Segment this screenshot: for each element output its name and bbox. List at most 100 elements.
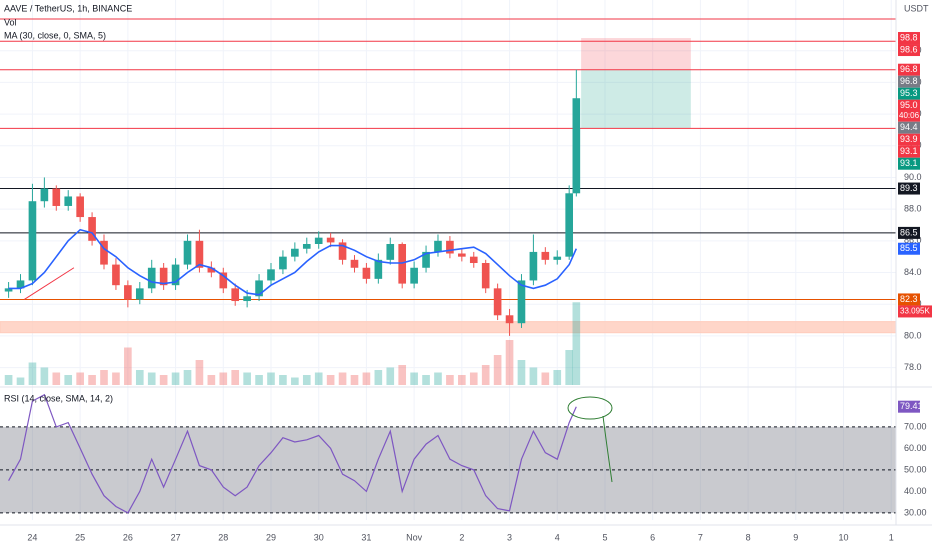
x-tick-label: 1	[889, 532, 894, 542]
volume-bar	[195, 360, 204, 385]
volume-bar	[374, 370, 383, 385]
candle-body	[314, 237, 323, 244]
price-label-box	[898, 242, 920, 255]
candle-body	[517, 280, 526, 324]
volume-bar	[565, 350, 574, 385]
x-tick-label: 7	[698, 532, 703, 542]
volume-bar	[40, 367, 49, 385]
candle-body	[374, 259, 383, 279]
candle-body	[410, 267, 418, 284]
candle-body	[40, 188, 49, 202]
candle-body	[434, 240, 442, 252]
x-tick-label: 30	[314, 532, 324, 542]
candle-body	[326, 237, 335, 243]
price-label: 86.5	[900, 227, 918, 237]
volume-bar	[469, 372, 478, 385]
candle-body	[529, 251, 538, 281]
y-tick-label: 88.0	[904, 204, 922, 214]
countdown: 40:06	[899, 111, 920, 120]
rsi-label-box	[898, 400, 920, 413]
candle-body	[88, 217, 96, 241]
y-tick-label: 86.0	[904, 235, 922, 245]
support-zone	[0, 321, 897, 334]
price-label-box	[898, 157, 920, 170]
y-tick-label: 78.0	[904, 362, 922, 372]
volume-bar	[88, 375, 96, 385]
volume-bar	[112, 372, 120, 385]
rsi-line	[8, 393, 577, 514]
candle-body	[458, 253, 466, 257]
rsi-current-label: 79.41	[900, 401, 923, 411]
volume-bar	[505, 340, 514, 385]
candle-body	[386, 243, 395, 260]
volume-bar	[529, 367, 538, 385]
volume-bar	[422, 375, 430, 385]
price-label: 85.5	[900, 243, 918, 253]
candle-body	[338, 242, 347, 260]
plot-layer	[0, 0, 920, 520]
volume-bar	[493, 355, 502, 385]
volume-bar	[350, 375, 359, 385]
candle-body	[350, 259, 359, 268]
trendline	[24, 267, 75, 300]
target-zone	[581, 69, 691, 129]
volume-bar	[326, 375, 335, 385]
candle-body	[565, 193, 574, 257]
price-label: 93.1	[900, 146, 918, 156]
candle-body	[183, 240, 192, 265]
price-label-box	[898, 133, 920, 146]
candle-body	[541, 251, 550, 260]
candle-body	[291, 248, 299, 257]
candle-body	[302, 243, 311, 249]
price-label-box	[898, 293, 920, 306]
hand-drawn-circle	[567, 396, 613, 420]
candle-body	[147, 267, 156, 289]
price-label: 95.0	[900, 100, 918, 110]
price-label: 93.1	[900, 158, 918, 168]
volume-bar	[458, 375, 466, 385]
price-label: 95.3	[900, 88, 918, 98]
rsi-tick-label: 70.00	[904, 421, 927, 431]
x-tick-label: 2	[459, 532, 464, 542]
candle-body	[279, 256, 287, 270]
volume-bar	[28, 362, 37, 385]
price-label-box	[898, 226, 920, 239]
y-tick-label: 90.0	[904, 172, 922, 182]
volume-bar	[183, 370, 192, 385]
rsi-tick-label: 60.00	[904, 443, 927, 453]
volume-label-box	[898, 305, 932, 318]
candle-body	[4, 288, 13, 292]
candle-body	[76, 196, 84, 218]
volume-bar	[572, 302, 581, 385]
price-label: 89.3	[900, 183, 918, 193]
x-tick-label: 9	[793, 532, 798, 542]
rsi-tick-label: 30.00	[904, 507, 927, 517]
price-label-box	[898, 44, 920, 57]
ma-title: MA (30, close, 0, SMA, 5)	[4, 30, 106, 40]
price-label: 93.9	[900, 134, 918, 144]
candle-body	[135, 288, 144, 300]
price-label-box	[898, 63, 920, 76]
currency: USDT	[904, 3, 929, 13]
volume-bar	[159, 375, 168, 385]
candle-body	[505, 315, 514, 324]
y-tick-label: 80.0	[904, 330, 922, 340]
rsi-tick-label: 50.00	[904, 464, 927, 474]
stop-zone	[581, 38, 691, 70]
x-tick-label: 10	[839, 532, 849, 542]
volume-bar	[171, 372, 180, 385]
candle-body	[446, 240, 454, 254]
y-tick-label: 84.0	[904, 267, 922, 277]
volume-bar	[517, 360, 526, 385]
volume-bar	[76, 372, 84, 385]
candle-body	[195, 240, 204, 268]
x-tick-label: 29	[266, 532, 276, 542]
x-tick-label: 4	[555, 532, 560, 542]
candle-body	[28, 201, 37, 281]
candle-body	[362, 267, 371, 279]
volume-bar	[135, 370, 144, 385]
price-label-box	[898, 32, 920, 45]
x-tick-label: 27	[171, 532, 181, 542]
candle-body	[207, 267, 216, 273]
volume-title: Vol	[4, 17, 17, 27]
